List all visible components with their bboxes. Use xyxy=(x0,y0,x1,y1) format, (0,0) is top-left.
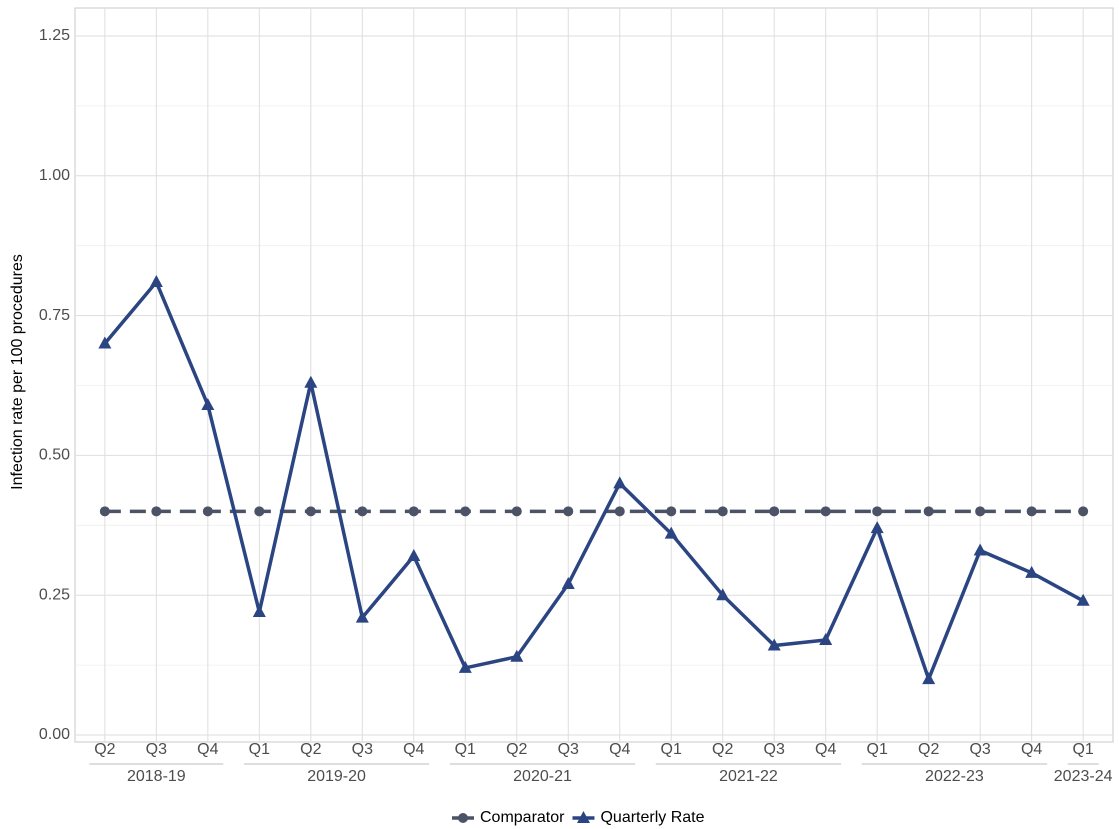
x-tick-label: Q4 xyxy=(1021,741,1042,758)
y-tick-label: 1.00 xyxy=(39,167,70,184)
grid xyxy=(75,8,1113,742)
point xyxy=(355,610,369,623)
x-group-label: 2022-23 xyxy=(925,768,984,785)
x-tick-label: Q1 xyxy=(867,741,888,758)
point xyxy=(460,506,471,517)
point xyxy=(870,521,884,534)
x-tick-label: Q3 xyxy=(764,741,785,758)
point xyxy=(666,506,677,517)
point xyxy=(99,506,110,517)
x-group-label: 2019-20 xyxy=(307,768,366,785)
point xyxy=(973,543,987,556)
point xyxy=(1076,593,1090,606)
point xyxy=(458,660,472,673)
point xyxy=(767,638,781,651)
point xyxy=(923,506,934,517)
point xyxy=(149,275,163,288)
point xyxy=(819,632,833,645)
point xyxy=(664,526,678,539)
point xyxy=(872,506,883,517)
point xyxy=(511,506,522,517)
point xyxy=(716,588,730,601)
point xyxy=(151,506,162,517)
x-tick-label: Q4 xyxy=(197,741,218,758)
point xyxy=(922,672,936,685)
point xyxy=(201,398,215,411)
point xyxy=(254,506,265,517)
x-tick-label: Q2 xyxy=(918,741,939,758)
series xyxy=(98,275,1090,685)
x-tick-label: Q2 xyxy=(94,741,115,758)
x-tick-label: Q4 xyxy=(403,741,424,758)
point xyxy=(975,506,986,517)
legend-key-marker xyxy=(576,811,590,823)
x-tick-label: Q3 xyxy=(969,741,990,758)
y-tick-label: 0.00 xyxy=(39,726,70,743)
series-line xyxy=(103,278,1084,685)
point xyxy=(1026,506,1037,517)
y-tick-label: 0.50 xyxy=(39,447,70,464)
x-group-label: 2023-24 xyxy=(1054,768,1113,785)
x-tick-label: Q2 xyxy=(300,741,321,758)
x-tick-label: Q2 xyxy=(506,741,527,758)
x-tick-label: Q1 xyxy=(1072,741,1093,758)
point xyxy=(820,506,831,517)
x-tick-label: Q3 xyxy=(558,741,579,758)
point xyxy=(98,336,112,349)
y-tick-label: 0.25 xyxy=(39,586,70,603)
point xyxy=(305,506,316,517)
point xyxy=(252,604,266,617)
legend-label: Comparator xyxy=(480,809,565,826)
y-axis-title: Infection rate per 100 procedures xyxy=(9,254,26,490)
x-group-label: 2021-22 xyxy=(719,768,778,785)
x-tick-label: Q3 xyxy=(352,741,373,758)
point xyxy=(769,506,780,517)
x-tick-label: Q4 xyxy=(815,741,836,758)
legend-key-marker xyxy=(458,813,468,823)
x-group-label: 2020-21 xyxy=(513,768,572,785)
point xyxy=(202,506,213,517)
point xyxy=(1025,565,1039,578)
legend: Comparator Quarterly Rate xyxy=(452,809,705,826)
x-tick-label: Q1 xyxy=(661,741,682,758)
x-tick-label: Q2 xyxy=(712,741,733,758)
y-tick-label: 1.25 xyxy=(39,27,70,44)
point xyxy=(613,476,627,489)
point xyxy=(304,375,318,388)
x-tick-label: Q1 xyxy=(249,741,270,758)
point xyxy=(563,506,574,517)
y-tick-label: 0.75 xyxy=(39,307,70,324)
point xyxy=(510,649,524,662)
point xyxy=(357,506,368,517)
legend-label: Quarterly Rate xyxy=(600,809,704,826)
x-group-label: 2018-19 xyxy=(127,768,186,785)
x-tick-label: Q3 xyxy=(146,741,167,758)
x-tick-label: Q4 xyxy=(609,741,630,758)
point xyxy=(1078,506,1089,517)
x-tick-label: Q1 xyxy=(455,741,476,758)
point xyxy=(614,506,625,517)
point xyxy=(561,577,575,590)
point xyxy=(408,506,419,517)
series xyxy=(99,506,1089,517)
plot-panel xyxy=(74,7,1114,743)
point xyxy=(407,549,421,562)
point xyxy=(717,506,728,517)
